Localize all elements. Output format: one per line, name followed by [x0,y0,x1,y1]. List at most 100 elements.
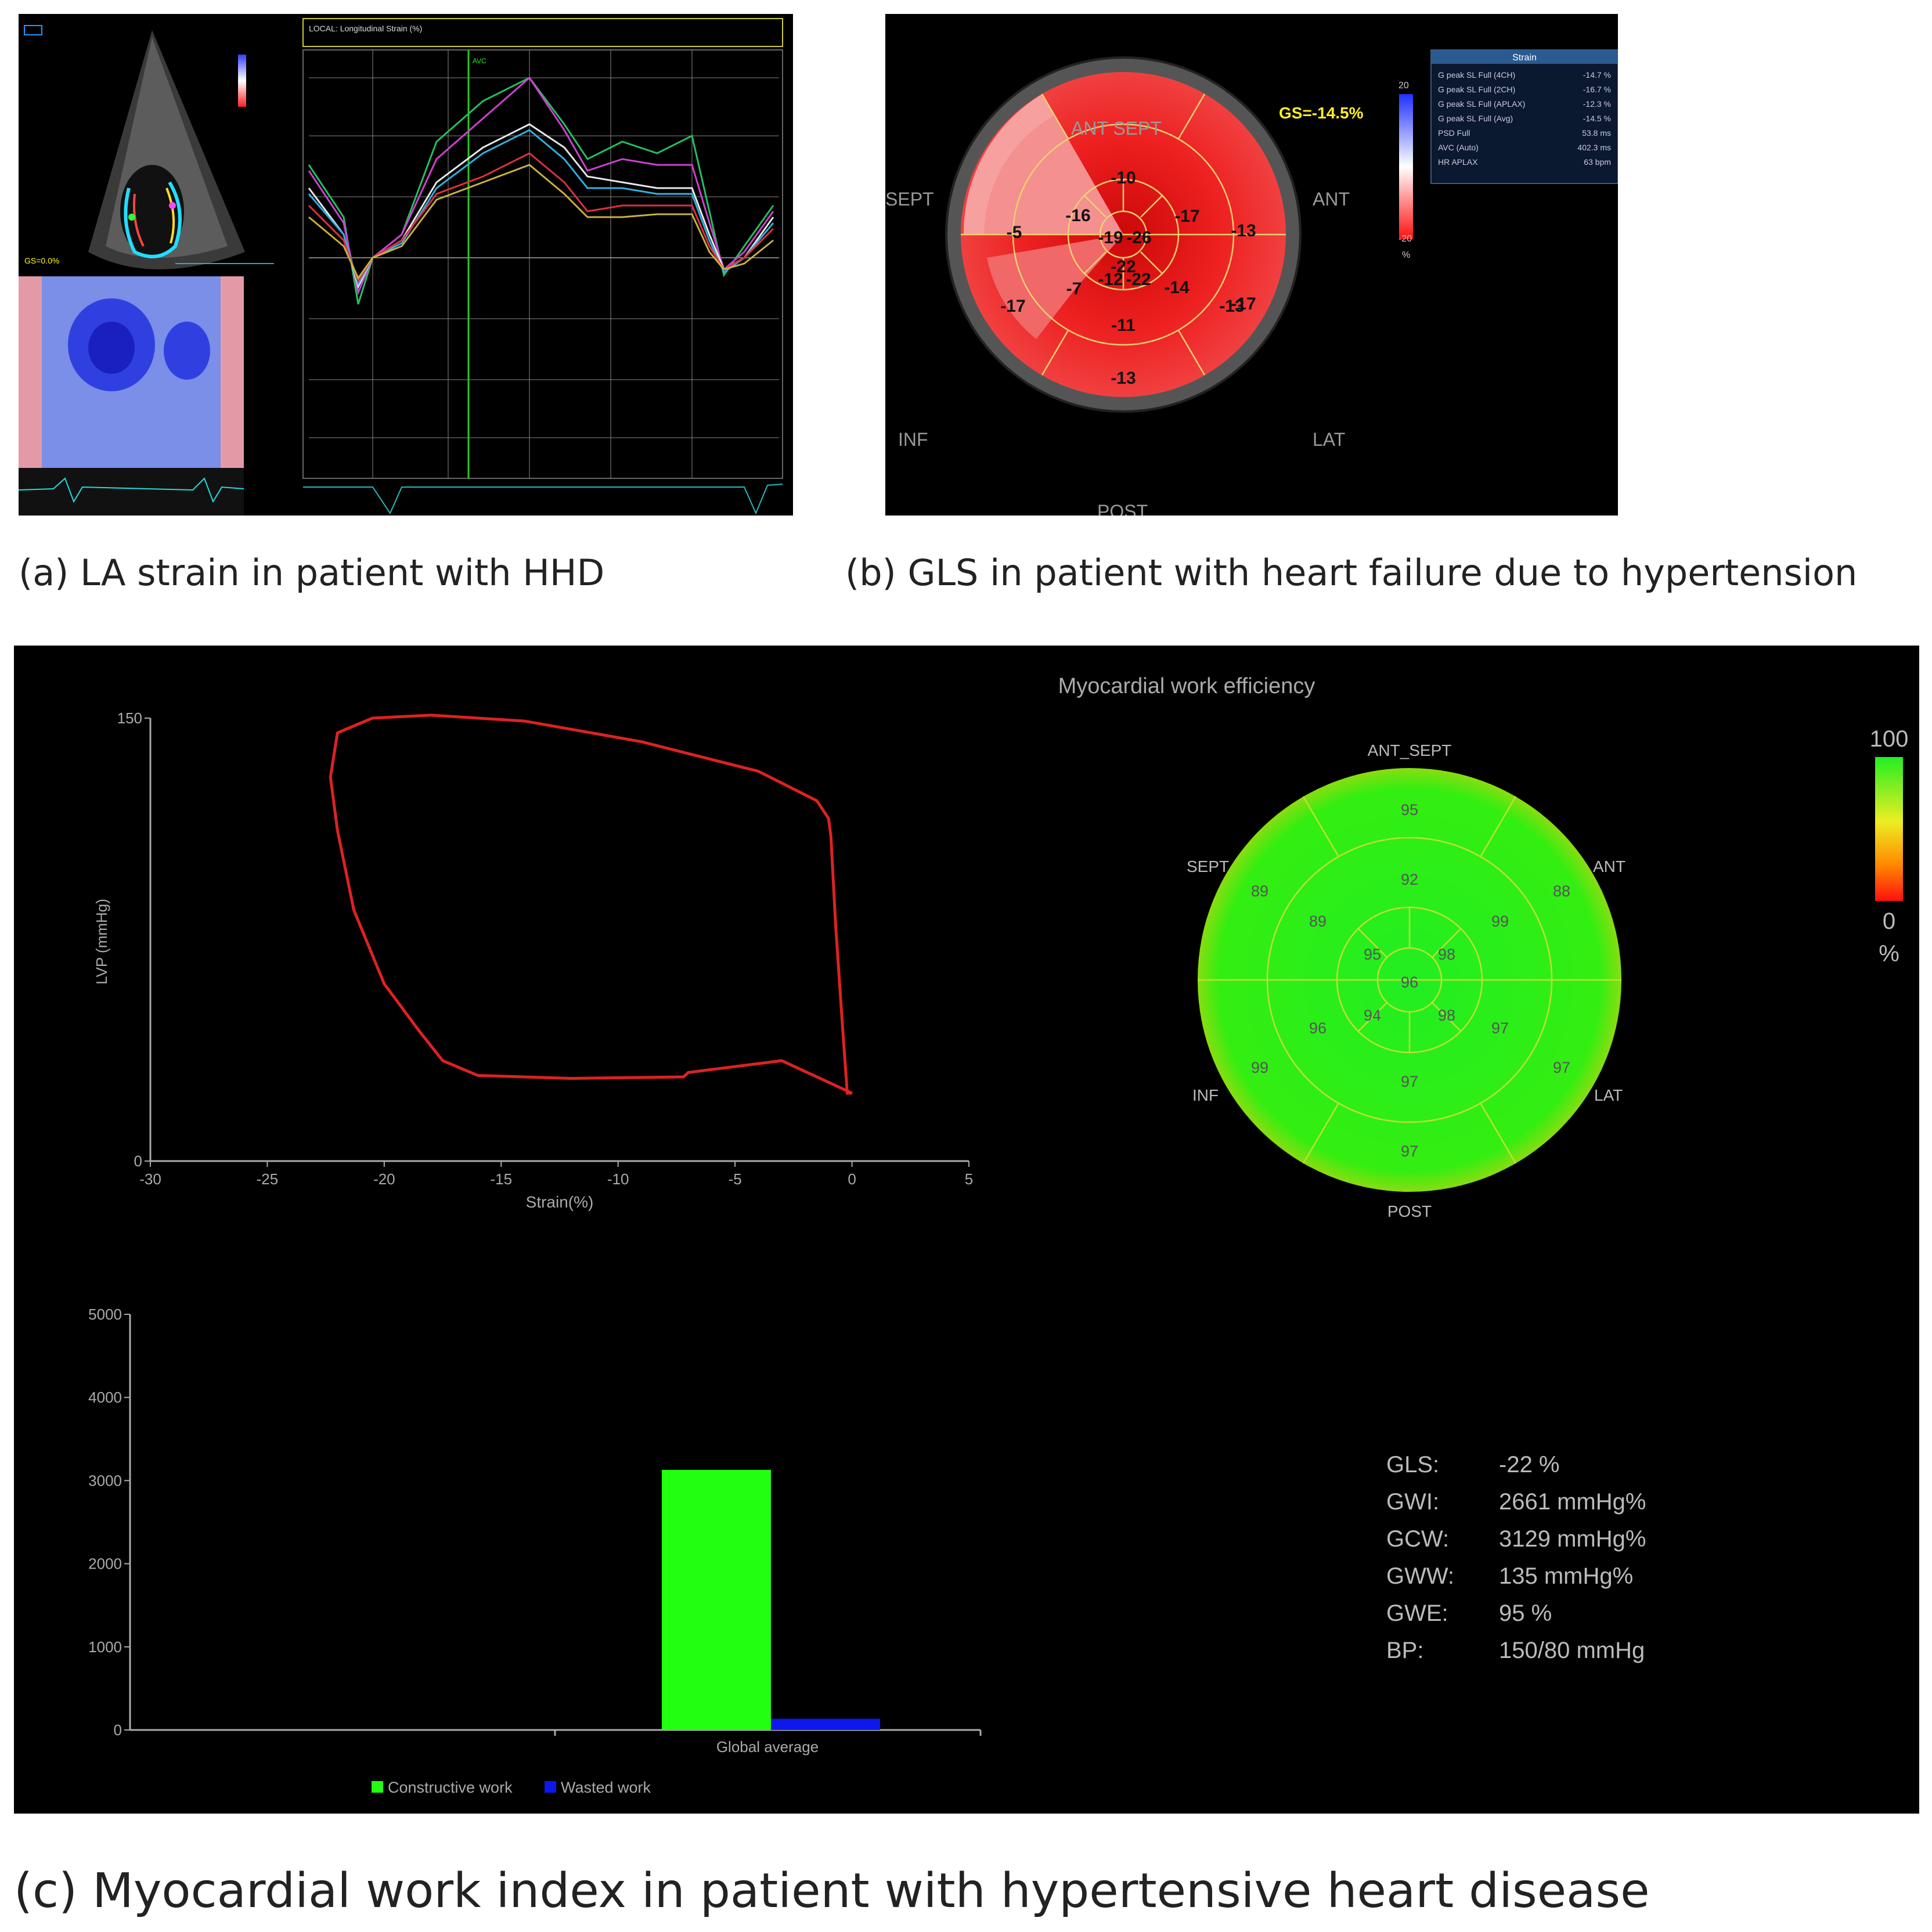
loop-y-ticks: 0 150 [117,709,150,1170]
bullseye-b-segment-value: -17 [1231,294,1256,313]
bullseye-c-segment-value: 88 [1553,882,1570,900]
wall-label-c-lat: LAT [1594,1086,1623,1104]
panel-c-graphics: -30 -25 -20 -15 -10 -5 0 5 0 150 Strain(%) LVP (… [88,674,1909,1796]
table-row-label: G peak SL Full (2CH) [1438,85,1515,94]
strain-graph: LOCAL: Longitudinal Strain (%) AVC [302,18,783,515]
bullseye-c-segment-value: 97 [1401,1073,1418,1090]
wall-label-c-ant: ANT [1593,857,1625,875]
panel-c-colorbar [1875,757,1903,901]
work-stats: GLS: -22 % GWI: 2661 mmHg% GCW: 3129 mmH… [1386,1452,1646,1663]
loop-x-tick-label: -5 [729,1170,742,1188]
stat-value-gww: 135 mmHg% [1499,1563,1633,1589]
loop-y-label: LVP (mmHg) [93,899,110,985]
table-row-value: -14.5 % [1583,114,1611,123]
bullseye-c-segment-value: 97 [1553,1059,1570,1076]
wall-label-sept: SEPT [885,189,934,210]
wall-label-c-ant-sept: ANT_SEPT [1368,741,1452,759]
avc-label: AVC [473,57,486,65]
table-row-label: AVC (Auto) [1438,143,1479,152]
wall-label-c-post: POST [1387,1202,1432,1220]
colorbar-b-unit: % [1402,250,1410,260]
bullseye-c-segment-value: 92 [1401,871,1418,888]
table-row-label: G peak SL Full (4CH) [1438,70,1515,80]
bullseye-c-segment-value: 99 [1251,1059,1268,1076]
gs-value-b: GS=-14.5% [1279,104,1364,122]
loop-y-tick-label: 0 [134,1152,142,1170]
table-row-value: 53.8 ms [1582,128,1611,138]
table-row-label: G peak SL Full (Avg) [1438,114,1513,123]
colorbar-b-top: 20 [1398,81,1409,91]
bullseye-b-segment-value: -14 [1164,278,1190,297]
bullseye-b-segment-value: -17 [1174,207,1199,226]
caption-c: (c) Myocardial work index in patient wit… [14,1863,1650,1919]
bar-y-tick-label: 5000 [88,1306,122,1323]
bullseye-b-segment-value: -26 [1126,228,1151,247]
bullseye-c-wall-labels: ANT_SEPT SEPT ANT INF LAT POST [1187,741,1625,1220]
panel-b-colorbar [1399,94,1413,239]
bullseye-b-segment-value: -16 [1065,206,1090,225]
bar-constructive-work [662,1469,771,1730]
loop-x-tick-label: 5 [965,1170,973,1188]
bar-y-tick-label: 2000 [88,1555,122,1573]
colorbar-c-bottom: 0 [1883,909,1895,934]
stat-value-gwe: 95 % [1499,1601,1552,1626]
table-row-value: -16.7 % [1583,85,1611,94]
stat-value-gcw: 3129 mmHg% [1499,1526,1646,1552]
mmode-map [19,276,244,516]
echo-image [88,30,245,269]
work-bar-chart: 0 1000 2000 3000 4000 5000 Global average Con… [88,1306,982,1796]
loop-line [329,713,853,1095]
bullseye-c-segment-value: 95 [1364,946,1381,963]
table-row-value: 402.3 ms [1577,143,1611,152]
loop-x-tick-label: -10 [607,1170,629,1188]
colorbar-c-top: 100 [1870,726,1909,752]
bullseye-b-segment-value: -13 [1111,369,1136,388]
table-header: Strain [1512,53,1537,63]
bullseye-c-segment-value: 95 [1401,801,1418,819]
stat-label-bp: BP: [1386,1638,1423,1663]
caption-a: (a) LA strain in patient with HHD [19,552,605,594]
legend-swatch-wasted [545,1781,556,1793]
legend-swatch-constructive [372,1781,383,1793]
stat-label-gwe: GWE: [1386,1601,1448,1626]
bullseye-b-segment-value: -22 [1126,270,1151,289]
table-row-value: 63 bpm [1584,157,1611,167]
bullseye-c-title: Myocardial work efficiency [1058,674,1315,698]
bullseye-c-segment-value: 96 [1401,974,1418,991]
bullseye-c-segment-labels: 95 89 88 92 89 99 95 98 96 94 98 96 97 99 97 97 97 [1251,801,1570,1160]
table-row-value: -14.7 % [1583,70,1611,80]
colorbar-b-bottom: -20 [1398,234,1412,244]
wall-label-ant-sept: ANT SEPT [1071,118,1162,139]
bullseye-b-segment-value: -22 [1111,257,1136,276]
stat-label-gww: GWW: [1386,1563,1454,1589]
legend-label-wasted: Wasted work [561,1779,651,1796]
stat-value-gls: -22 % [1499,1452,1560,1477]
table-row-label: HR APLAX [1438,157,1478,167]
stat-value-bp: 150/80 mmHg [1499,1638,1645,1663]
bullseye-c-segment-value: 89 [1251,882,1268,900]
bullseye-b-segment-value: -10 [1111,168,1136,188]
bullseye-c-segment-value: 96 [1309,1019,1327,1037]
bar-marks [662,1469,880,1730]
colorbar-c-unit: % [1879,941,1899,967]
bullseye-b-wall-labels: ANT SEPT SEPT ANT INF LAT POST [885,118,1350,516]
legend-label-constructive: Constructive work [388,1779,513,1796]
bullseye-b-segment-value: -19 [1098,228,1123,247]
table-row-value: -12.3 % [1583,99,1611,109]
panel-a-la-strain: GS=0.0% LOCAL: Longitudinal Strain (%) [19,14,793,516]
bar-y-tick-label: 3000 [88,1472,122,1489]
bullseye-c-segment-value: 98 [1438,1007,1455,1024]
bar-y-tick-label: 0 [114,1721,122,1739]
panel-a-graphics: GS=0.0% LOCAL: Longitudinal Strain (%) [19,18,783,516]
bullseye-c-segment-value: 97 [1401,1142,1418,1160]
bullseye-c-segment-value: 98 [1438,946,1455,963]
wall-label-c-sept: SEPT [1187,857,1229,875]
loop-x-label: Strain(%) [526,1193,594,1211]
bar-y-ticks: 0 1000 2000 3000 4000 5000 [88,1306,130,1739]
bullseye-c-segment-value: 99 [1491,913,1509,930]
stat-label-gls: GLS: [1386,1452,1439,1477]
stat-value-gwi: 2661 mmHg% [1499,1489,1646,1515]
bullseye-b-segment-value: -17 [1000,297,1025,316]
loop-x-ticks: -30 -25 -20 -15 -10 -5 0 5 [139,1161,973,1188]
gs-label-a: GS=0.0% [24,256,59,265]
